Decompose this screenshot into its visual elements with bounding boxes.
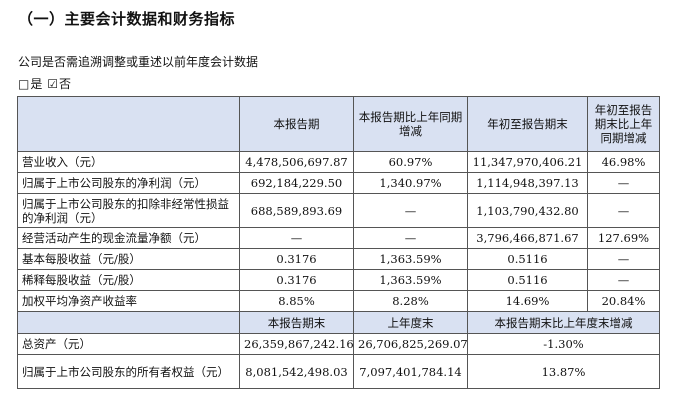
cell-current-change: 8.28% <box>353 290 468 312</box>
financial-indicators-table: 本报告期 本报告期比上年同期增减 年初至报告期末 年初至报告期末比上年同期增减 … <box>17 96 660 389</box>
cell-ytd-change: — <box>587 248 660 270</box>
cell-prior-year-end: 26,706,825,269.07 <box>353 333 468 355</box>
subheader-change: 本报告期末比上年度末增减 <box>467 311 660 334</box>
header-ytd: 年初至报告期末 <box>467 96 588 152</box>
subheader-period-end: 本报告期末 <box>239 311 354 334</box>
section-heading: （一）主要会计数据和财务指标 <box>18 10 236 28</box>
cell-ytd-change: 46.98% <box>587 151 660 173</box>
header-current-period: 本报告期 <box>239 96 354 152</box>
row-label: 营业收入（元） <box>17 151 240 173</box>
cell-current-change: — <box>353 227 468 249</box>
cell-ytd: 3,796,466,871.67 <box>467 227 588 249</box>
cell-current-change: 1,340.97% <box>353 172 468 194</box>
cell-current: 8.85% <box>239 290 354 312</box>
cell-ytd-change: — <box>587 269 660 291</box>
table-header-row: 本报告期 本报告期比上年同期增减 年初至报告期末 年初至报告期末比上年同期增减 <box>17 96 660 152</box>
table-row: 归属于上市公司股东的所有者权益（元） 8,081,542,498.03 7,09… <box>17 354 660 389</box>
subheader-blank <box>17 311 240 334</box>
restatement-question: 公司是否需追溯调整或重述以前年度会计数据 <box>18 55 259 69</box>
yes-label: 是 <box>30 77 43 91</box>
row-label: 经营活动产生的现金流量净额（元） <box>17 227 240 249</box>
cell-ytd: 11,347,970,406.21 <box>467 151 588 173</box>
cell-current: 0.3176 <box>239 269 354 291</box>
subheader-prior-year-end: 上年度末 <box>353 311 468 334</box>
header-ytd-change: 年初至报告期末比上年同期增减 <box>587 96 660 152</box>
cell-current: 4,478,506,697.87 <box>239 151 354 173</box>
table-row: 经营活动产生的现金流量净额（元） — — 3,796,466,871.67 12… <box>17 227 660 249</box>
cell-current-change: 1,363.59% <box>353 248 468 270</box>
cell-ytd-change: 20.84% <box>587 290 660 312</box>
row-label: 加权平均净资产收益率 <box>17 290 240 312</box>
cell-ytd: 14.69% <box>467 290 588 312</box>
cell-current: — <box>239 227 354 249</box>
restatement-answer: □是 ☑否 <box>18 75 72 92</box>
cell-current-change: — <box>353 193 468 228</box>
cell-change: 13.87% <box>467 354 660 389</box>
row-label: 归属于上市公司股东的扣除非经常性损益的净利润（元） <box>17 193 240 228</box>
row-label: 总资产（元） <box>17 333 240 355</box>
row-label: 归属于上市公司股东的净利润（元） <box>17 172 240 194</box>
row-label: 基本每股收益（元/股） <box>17 248 240 270</box>
cell-ytd: 1,114,948,397.13 <box>467 172 588 194</box>
table-row: 基本每股收益（元/股） 0.3176 1,363.59% 0.5116 — <box>17 248 660 270</box>
cell-ytd: 1,103,790,432.80 <box>467 193 588 228</box>
table-row: 加权平均净资产收益率 8.85% 8.28% 14.69% 20.84% <box>17 290 660 312</box>
yes-checkbox-icon: □ <box>18 77 30 91</box>
table-row: 总资产（元） 26,359,867,242.16 26,706,825,269.… <box>17 333 660 355</box>
cell-ytd-change: — <box>587 172 660 194</box>
table-subheader-row: 本报告期末 上年度末 本报告期末比上年度末增减 <box>17 311 660 334</box>
table-row: 稀释每股收益（元/股） 0.3176 1,363.59% 0.5116 — <box>17 269 660 291</box>
cell-ytd: 0.5116 <box>467 248 588 270</box>
table-row: 营业收入（元） 4,478,506,697.87 60.97% 11,347,9… <box>17 151 660 173</box>
cell-current-change: 60.97% <box>353 151 468 173</box>
table-row: 归属于上市公司股东的扣除非经常性损益的净利润（元） 688,589,893.69… <box>17 193 660 228</box>
cell-ytd-change: — <box>587 193 660 228</box>
cell-current: 692,184,229.50 <box>239 172 354 194</box>
header-blank <box>17 96 240 152</box>
cell-prior-year-end: 7,097,401,784.14 <box>353 354 468 389</box>
cell-change: -1.30% <box>467 333 660 355</box>
cell-current: 688,589,893.69 <box>239 193 354 228</box>
cell-period-end: 26,359,867,242.16 <box>239 333 354 355</box>
no-label: 否 <box>58 77 71 91</box>
no-checkbox-checked-icon: ☑ <box>47 77 58 91</box>
cell-period-end: 8,081,542,498.03 <box>239 354 354 389</box>
cell-ytd-change: 127.69% <box>587 227 660 249</box>
cell-ytd: 0.5116 <box>467 269 588 291</box>
header-current-change: 本报告期比上年同期增减 <box>353 96 468 152</box>
cell-current: 0.3176 <box>239 248 354 270</box>
table-row: 归属于上市公司股东的净利润（元） 692,184,229.50 1,340.97… <box>17 172 660 194</box>
row-label: 归属于上市公司股东的所有者权益（元） <box>17 354 240 389</box>
cell-current-change: 1,363.59% <box>353 269 468 291</box>
row-label: 稀释每股收益（元/股） <box>17 269 240 291</box>
